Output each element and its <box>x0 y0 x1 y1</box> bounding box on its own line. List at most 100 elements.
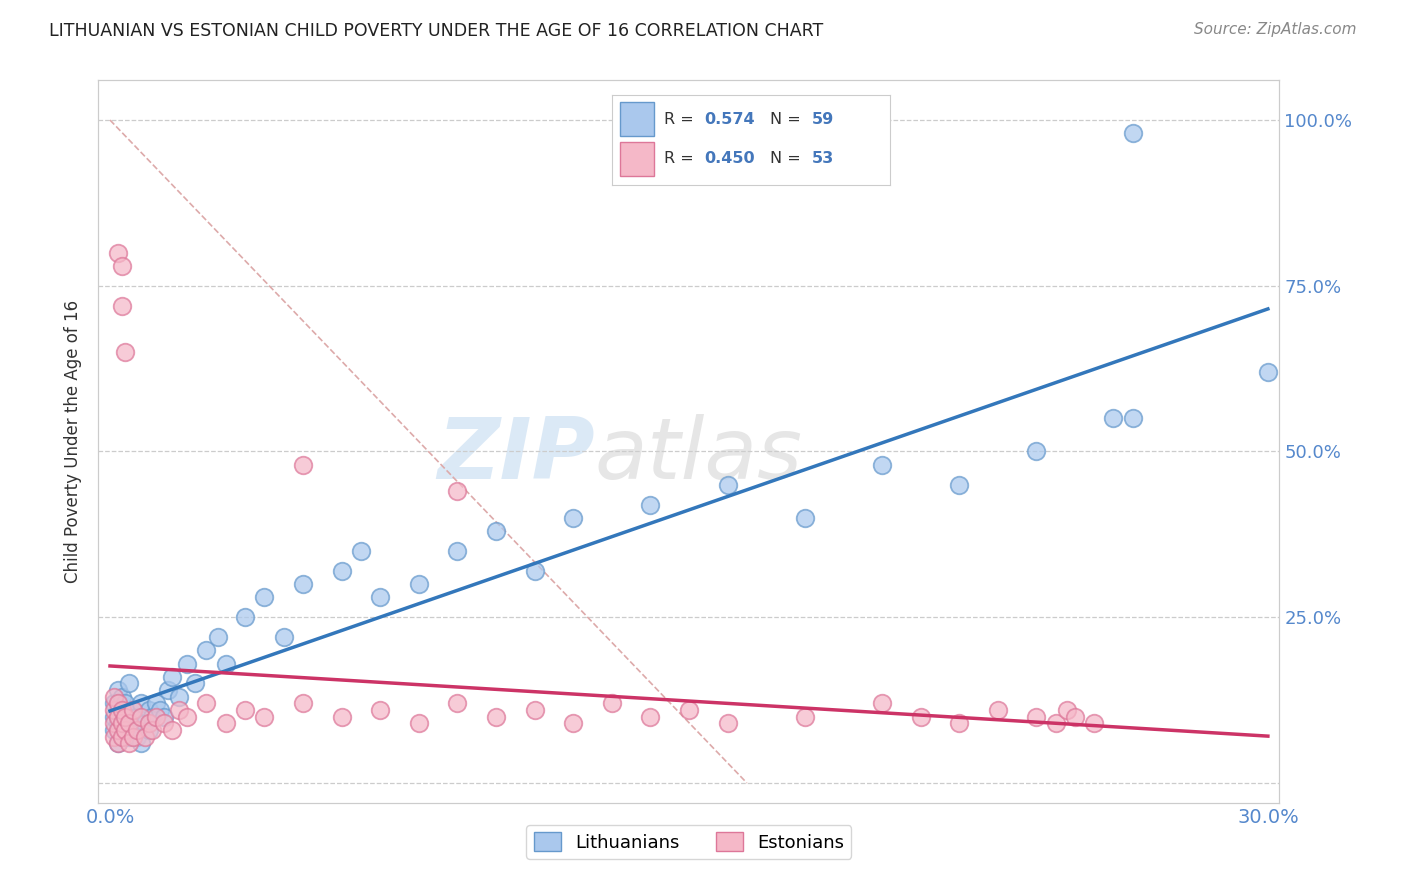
Point <box>103 730 125 744</box>
Point <box>330 709 353 723</box>
Point <box>1045 716 1067 731</box>
Point <box>103 723 125 737</box>
Point <box>253 709 276 723</box>
Point <box>446 697 468 711</box>
Point <box>291 577 314 591</box>
Point <box>291 458 314 472</box>
Point <box>153 709 176 723</box>
Point <box>176 709 198 723</box>
Point <box>523 564 546 578</box>
Point <box>184 676 207 690</box>
Point <box>103 690 125 704</box>
Point <box>114 723 136 737</box>
Text: LITHUANIAN VS ESTONIAN CHILD POVERTY UNDER THE AGE OF 16 CORRELATION CHART: LITHUANIAN VS ESTONIAN CHILD POVERTY UND… <box>49 22 824 40</box>
Point <box>273 630 295 644</box>
Point <box>291 697 314 711</box>
Point <box>149 703 172 717</box>
Point <box>145 709 167 723</box>
Y-axis label: Child Poverty Under the Age of 16: Child Poverty Under the Age of 16 <box>65 300 83 583</box>
Point <box>233 610 256 624</box>
Point <box>176 657 198 671</box>
Point <box>114 723 136 737</box>
Point <box>446 544 468 558</box>
Point <box>110 690 132 704</box>
Point <box>103 716 125 731</box>
Point <box>122 730 145 744</box>
Point <box>118 730 141 744</box>
Point <box>110 703 132 717</box>
Point <box>1122 411 1144 425</box>
Point <box>160 670 183 684</box>
Point <box>195 643 218 657</box>
Point <box>122 703 145 717</box>
Point <box>103 709 125 723</box>
Point <box>640 498 662 512</box>
Point <box>195 697 218 711</box>
Point <box>122 723 145 737</box>
Point <box>169 690 191 704</box>
Point <box>640 709 662 723</box>
Point <box>1025 444 1047 458</box>
Text: ZIP: ZIP <box>437 415 595 498</box>
Point <box>110 259 132 273</box>
Point <box>110 716 132 731</box>
Point <box>793 510 815 524</box>
Text: atlas: atlas <box>595 415 803 498</box>
Point <box>134 730 156 744</box>
Point <box>107 245 129 260</box>
Point <box>169 703 191 717</box>
Point <box>485 709 508 723</box>
Point <box>114 709 136 723</box>
Point <box>446 484 468 499</box>
Point <box>107 736 129 750</box>
Point <box>114 697 136 711</box>
Point <box>408 577 430 591</box>
Point <box>122 703 145 717</box>
Point <box>948 716 970 731</box>
Point <box>215 657 238 671</box>
Point <box>125 723 148 737</box>
Point <box>110 730 132 744</box>
Point <box>368 591 391 605</box>
Point <box>110 730 132 744</box>
Point <box>110 299 132 313</box>
Point <box>107 703 129 717</box>
Point <box>138 716 160 731</box>
Point <box>107 709 129 723</box>
Point <box>408 716 430 731</box>
Point <box>160 723 183 737</box>
Point <box>678 703 700 717</box>
Point <box>107 723 129 737</box>
Point <box>1083 716 1105 731</box>
Point <box>253 591 276 605</box>
Point <box>523 703 546 717</box>
Point <box>948 477 970 491</box>
Point <box>207 630 229 644</box>
Point <box>910 709 932 723</box>
Point <box>134 716 156 731</box>
Point <box>107 697 129 711</box>
Point <box>118 716 141 731</box>
Point <box>138 723 160 737</box>
Point <box>330 564 353 578</box>
Point <box>129 697 152 711</box>
Point <box>145 697 167 711</box>
Point <box>141 723 163 737</box>
Point <box>716 477 738 491</box>
Point <box>153 716 176 731</box>
Point <box>368 703 391 717</box>
Point <box>156 683 179 698</box>
Point <box>562 716 585 731</box>
Point <box>107 736 129 750</box>
Point <box>107 683 129 698</box>
Point <box>118 716 141 731</box>
Point <box>118 736 141 750</box>
Point <box>870 697 893 711</box>
Point <box>1064 709 1087 723</box>
Point <box>110 716 132 731</box>
Point <box>870 458 893 472</box>
Point <box>600 697 623 711</box>
Point <box>485 524 508 538</box>
Legend: Lithuanians, Estonians: Lithuanians, Estonians <box>526 825 852 859</box>
Point <box>103 697 125 711</box>
